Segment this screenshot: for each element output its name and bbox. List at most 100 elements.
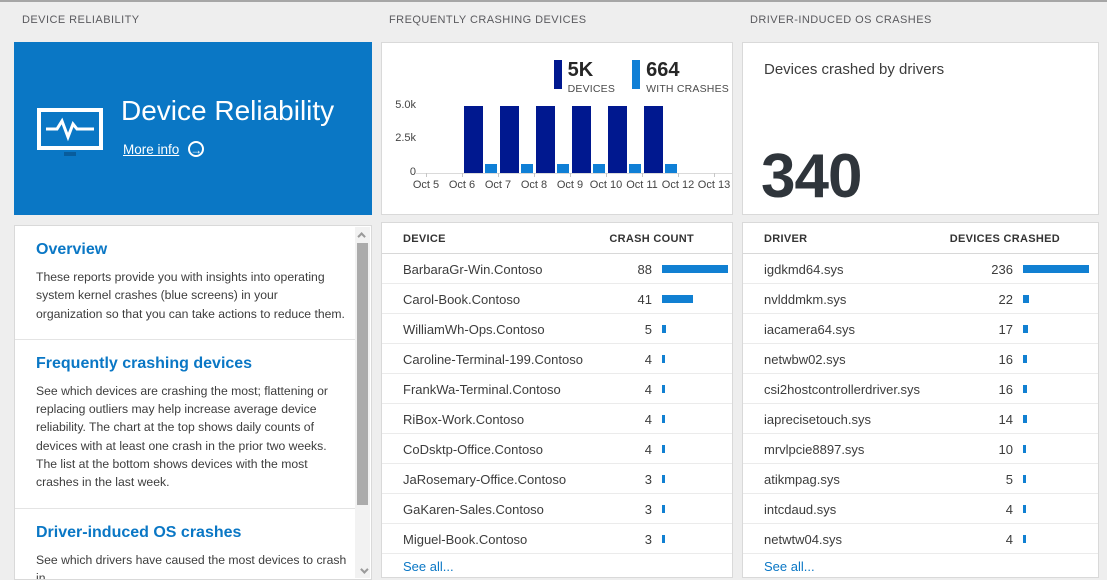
crash-chart-plot: 0 2.5k 5.0k Oct 5 Oct 6 Oct 7 Oct 8 Oct 9 Oct 10… [382,43,732,214]
count-bar [662,475,665,483]
scrollbar[interactable] [355,227,370,578]
table-row[interactable]: nvlddmkm.sys 22 [743,284,1098,314]
cell-name: Miguel-Book.Contoso [403,532,528,547]
cell-count: 88 [637,262,652,277]
crash-count-column-header: CRASH COUNT [609,233,694,245]
section-body: See which devices are crashing the most;… [36,383,328,490]
legend-swatch [553,60,562,89]
x-axis-label: Oct 5 [412,179,440,191]
tile-title: Device Reliability [121,95,335,126]
arrow-right-icon[interactable]: → [188,141,205,157]
chart-bar-with-crashes [521,164,533,173]
table-row[interactable]: CoDsktp-Office.Contoso 4 [382,434,732,464]
legend-item: 5K DEVICES [553,59,616,95]
count-bar [1023,535,1026,543]
column-header-frequently-crashing: FREQUENTLY CRASHING DEVICES [389,14,587,26]
cell-count: 3 [644,472,652,487]
table-row[interactable]: netwbw02.sys 16 [743,344,1098,374]
table-row[interactable]: GaKaren-Sales.Contoso 3 [382,494,732,524]
cell-count: 10 [998,442,1013,457]
section-heading: Frequently crashing devices [36,354,253,372]
count-bar [1023,415,1027,423]
column-device-reliability: DEVICE RELIABILITY Device Reliability Mo… [14,0,372,580]
count-bar [662,325,666,333]
y-axis-label: 2.5k [395,132,416,144]
device-column-header: DEVICE [403,233,446,245]
count-bar [662,445,665,453]
crash-chart-tile[interactable]: 5K DEVICES 664 WITH CRASHES 0 2.5k 5.0k Oct 5 O… [381,42,733,215]
device-reliability-tile[interactable]: Device Reliability More info → [14,42,372,215]
table-row[interactable]: iacamera64.sys 17 [743,314,1098,344]
chart-bar-with-crashes [593,164,605,173]
y-axis-label: 0 [409,166,416,178]
table-row[interactable]: RiBox-Work.Contoso 4 [382,404,732,434]
axis-tick [534,173,535,177]
more-info-row: More info → [123,141,205,157]
table-row[interactable]: Caroline-Terminal-199.Contoso 4 [382,344,732,374]
count-bar [662,295,693,303]
x-axis-label: Oct 10 [589,179,623,191]
driver-see-all-link[interactable]: See all... [764,559,815,574]
table-row[interactable]: BarbaraGr-Win.Contoso 88 [382,254,732,284]
table-row[interactable]: iaprecisetouch.sys 14 [743,404,1098,434]
count-bar [662,265,728,273]
cell-name: nvlddmkm.sys [764,292,847,307]
table-row[interactable]: FrankWa-Terminal.Contoso 4 [382,374,732,404]
table-row[interactable]: JaRosemary-Office.Contoso 3 [382,464,732,494]
chevron-down-icon [359,564,369,574]
table-row[interactable]: netwtw04.sys 4 [743,524,1098,554]
scroll-down-button[interactable] [355,563,370,578]
cell-count: 41 [637,292,652,307]
section-body: See which drivers have caused the most d… [36,552,347,580]
cell-name: atikmpag.sys [764,472,840,487]
cell-name: Carol-Book.Contoso [403,292,521,307]
device-see-all-link[interactable]: See all... [403,559,454,574]
chart-bar-devices [644,106,663,173]
table-row[interactable]: atikmpag.sys 5 [743,464,1098,494]
scrollbar-thumb[interactable] [357,243,368,505]
chart-bar-devices [500,106,519,173]
cell-count: 4 [1005,532,1013,547]
scroll-up-button[interactable] [355,227,370,242]
table-row[interactable]: Miguel-Book.Contoso 3 [382,524,732,554]
x-axis-label: Oct 12 [661,179,695,191]
table-row[interactable]: Carol-Book.Contoso 41 [382,284,732,314]
count-bar [662,355,665,363]
description-panel: Overview These reports provide you with i… [14,225,372,580]
count-bar [1023,505,1026,513]
kpi-value: 340 [761,142,862,211]
chart-bar-devices [464,106,483,173]
axis-tick [678,173,679,177]
x-axis-line [416,173,732,174]
x-axis-label: Oct 13 [697,179,731,191]
axis-tick [606,173,607,177]
cell-name: BarbaraGr-Win.Contoso [403,262,543,277]
table-row[interactable]: intcdaud.sys 4 [743,494,1098,524]
table-row[interactable]: WilliamWh-Ops.Contoso 5 [382,314,732,344]
x-axis-label: Oct 11 [626,179,658,191]
legend-item: 664 WITH CRASHES [632,60,729,95]
section-body: These reports provide you with insights … [36,270,345,321]
count-bar [662,535,665,543]
cell-count: 17 [998,322,1013,337]
table-row[interactable]: igdkmd64.sys 236 [743,254,1098,284]
devices-crashed-column-header: DEVICES CRASHED [949,233,1060,245]
description-section: Driver-induced OS crashes See which drive… [15,507,355,580]
chart-bar-devices [536,106,555,173]
table-row[interactable]: mrvlpcie8897.sys 10 [743,434,1098,464]
device-see-all-row: See all... [382,554,732,578]
cell-count: 4 [1005,502,1013,517]
axis-tick [642,173,643,177]
cell-name: FrankWa-Terminal.Contoso [403,382,561,397]
column-header-driver-crashes: DRIVER-INDUCED OS CRASHES [750,14,932,26]
cell-count: 4 [644,352,652,367]
window-top-border [0,0,1107,2]
cell-count: 16 [998,352,1013,367]
table-row[interactable]: csi2hostcontrollerdriver.sys 16 [743,374,1098,404]
y-axis-label: 5.0k [395,99,416,111]
cell-count: 3 [644,532,652,547]
more-info-link[interactable]: More info [123,141,180,157]
legend-value: 5K [567,59,594,81]
cell-name: netwtw04.sys [764,532,843,547]
devices-crashed-kpi-tile[interactable]: Devices crashed by drivers 340 [742,42,1099,215]
